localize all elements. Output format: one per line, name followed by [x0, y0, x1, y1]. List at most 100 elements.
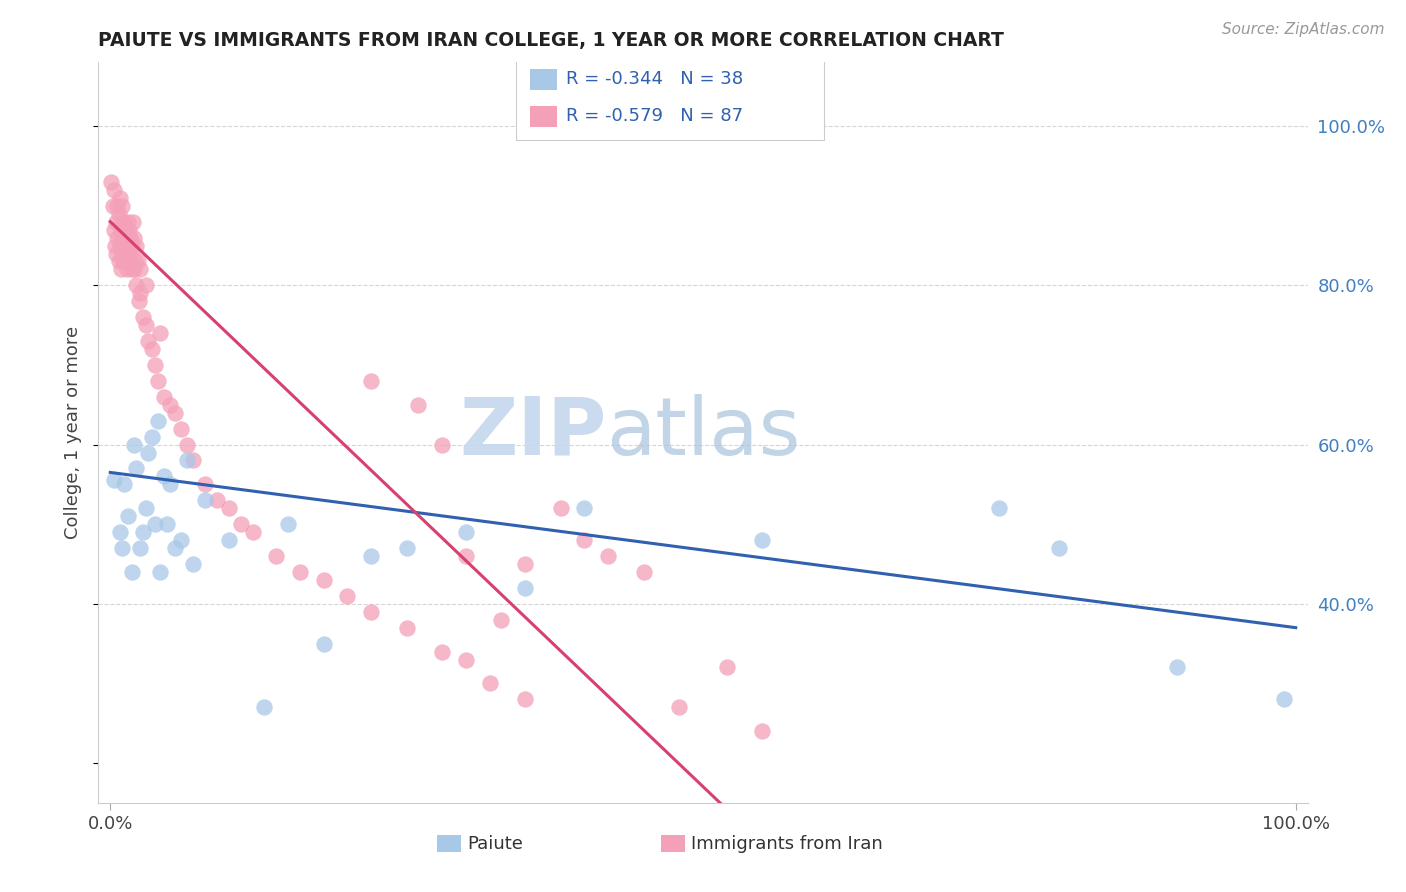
- FancyBboxPatch shape: [437, 835, 461, 853]
- Point: [111, 246, 134, 260]
- Point: [108, 525, 131, 540]
- Point: [107, 254, 129, 268]
- Point: [125, 278, 148, 293]
- Point: [105, 230, 128, 244]
- Y-axis label: College, 1 year or more: College, 1 year or more: [65, 326, 83, 539]
- Point: [170, 533, 193, 547]
- Point: [111, 541, 134, 555]
- Point: [288, 565, 311, 579]
- Text: R = -0.344   N = 38: R = -0.344 N = 38: [567, 70, 744, 88]
- Point: [515, 692, 537, 706]
- Point: [135, 318, 157, 333]
- Point: [124, 254, 146, 268]
- Point: [515, 581, 537, 595]
- Point: [360, 605, 382, 619]
- FancyBboxPatch shape: [516, 55, 824, 140]
- Point: [360, 374, 382, 388]
- Point: [132, 310, 155, 325]
- Point: [515, 557, 537, 571]
- Point: [114, 222, 136, 236]
- Point: [149, 326, 172, 340]
- Point: [574, 501, 596, 516]
- Point: [117, 509, 139, 524]
- Point: [110, 262, 132, 277]
- Point: [105, 246, 128, 260]
- Point: [408, 398, 430, 412]
- Point: [751, 724, 773, 739]
- Text: ZIP: ZIP: [458, 393, 606, 472]
- Point: [146, 374, 169, 388]
- Point: [218, 533, 240, 547]
- Point: [117, 214, 139, 228]
- Point: [141, 429, 163, 443]
- FancyBboxPatch shape: [530, 106, 557, 127]
- Point: [104, 238, 127, 252]
- Point: [120, 254, 142, 268]
- Point: [218, 501, 240, 516]
- Point: [205, 493, 228, 508]
- Point: [312, 573, 335, 587]
- Text: Paiute: Paiute: [467, 835, 523, 853]
- Point: [117, 238, 139, 252]
- Point: [574, 533, 596, 547]
- Point: [111, 214, 134, 228]
- Point: [129, 541, 152, 555]
- Point: [103, 222, 125, 236]
- Point: [395, 541, 418, 555]
- Point: [132, 525, 155, 540]
- Point: [1047, 541, 1070, 555]
- Point: [120, 230, 142, 244]
- Point: [454, 652, 477, 666]
- Point: [478, 676, 501, 690]
- Point: [633, 565, 655, 579]
- Point: [395, 621, 418, 635]
- Point: [118, 246, 141, 260]
- Point: [668, 700, 690, 714]
- Point: [149, 565, 172, 579]
- Point: [135, 278, 157, 293]
- Text: Immigrants from Iran: Immigrants from Iran: [690, 835, 883, 853]
- Point: [128, 294, 150, 309]
- Point: [253, 700, 276, 714]
- Point: [105, 199, 128, 213]
- Point: [107, 207, 129, 221]
- Point: [242, 525, 264, 540]
- Point: [115, 262, 138, 277]
- Point: [110, 222, 132, 236]
- Point: [181, 557, 204, 571]
- Point: [751, 533, 773, 547]
- Point: [159, 398, 181, 412]
- Point: [194, 493, 217, 508]
- Point: [264, 549, 287, 563]
- Point: [121, 214, 143, 228]
- Point: [101, 199, 124, 213]
- Point: [165, 406, 187, 420]
- Point: [125, 461, 148, 475]
- Point: [181, 453, 204, 467]
- Text: atlas: atlas: [606, 393, 800, 472]
- Point: [112, 230, 135, 244]
- Point: [122, 262, 145, 277]
- Point: [1272, 692, 1295, 706]
- Point: [127, 254, 149, 268]
- Point: [129, 262, 152, 277]
- Point: [432, 437, 454, 451]
- Point: [115, 230, 138, 244]
- Point: [143, 517, 166, 532]
- Point: [1166, 660, 1188, 674]
- Point: [716, 660, 738, 674]
- Point: [100, 175, 122, 189]
- Point: [312, 637, 335, 651]
- Text: R = -0.579   N = 87: R = -0.579 N = 87: [567, 108, 744, 126]
- Point: [176, 453, 198, 467]
- Point: [170, 422, 193, 436]
- Point: [125, 238, 148, 252]
- Point: [105, 214, 128, 228]
- Point: [159, 477, 181, 491]
- Point: [491, 613, 513, 627]
- Point: [121, 262, 143, 277]
- Point: [786, 875, 808, 889]
- Point: [152, 390, 174, 404]
- Point: [114, 254, 136, 268]
- Point: [122, 437, 145, 451]
